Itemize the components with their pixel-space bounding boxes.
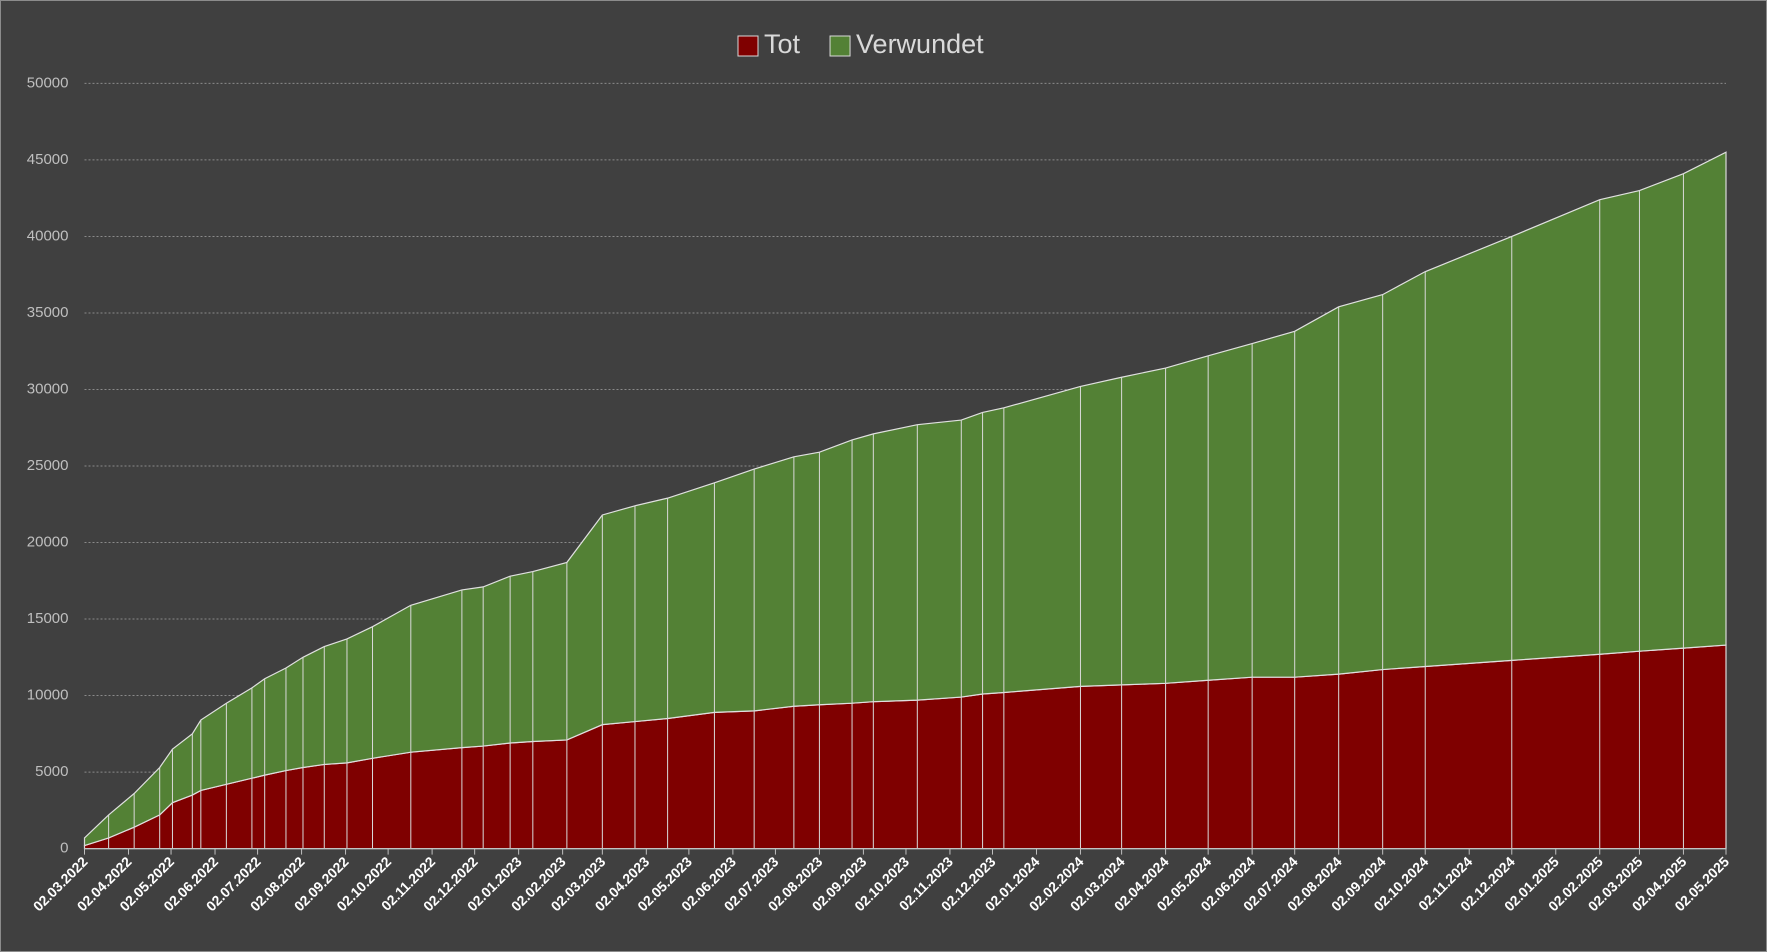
y-tick-label: 5000 xyxy=(35,763,68,780)
legend-label: Tot xyxy=(764,29,801,59)
y-tick-label: 40000 xyxy=(27,227,69,244)
y-tick-label: 10000 xyxy=(27,687,69,704)
legend-swatch xyxy=(829,35,851,57)
y-tick-label: 30000 xyxy=(27,380,69,397)
y-tick-label: 25000 xyxy=(27,457,69,474)
y-tick-label: 20000 xyxy=(27,533,69,550)
legend-label: Verwundet xyxy=(856,29,984,59)
y-tick-label: 45000 xyxy=(27,151,69,168)
y-tick-label: 0 xyxy=(60,840,68,857)
y-tick-label: 35000 xyxy=(27,304,69,321)
y-tick-label: 50000 xyxy=(27,74,69,91)
legend-swatch xyxy=(737,35,759,57)
y-tick-label: 15000 xyxy=(27,610,69,627)
